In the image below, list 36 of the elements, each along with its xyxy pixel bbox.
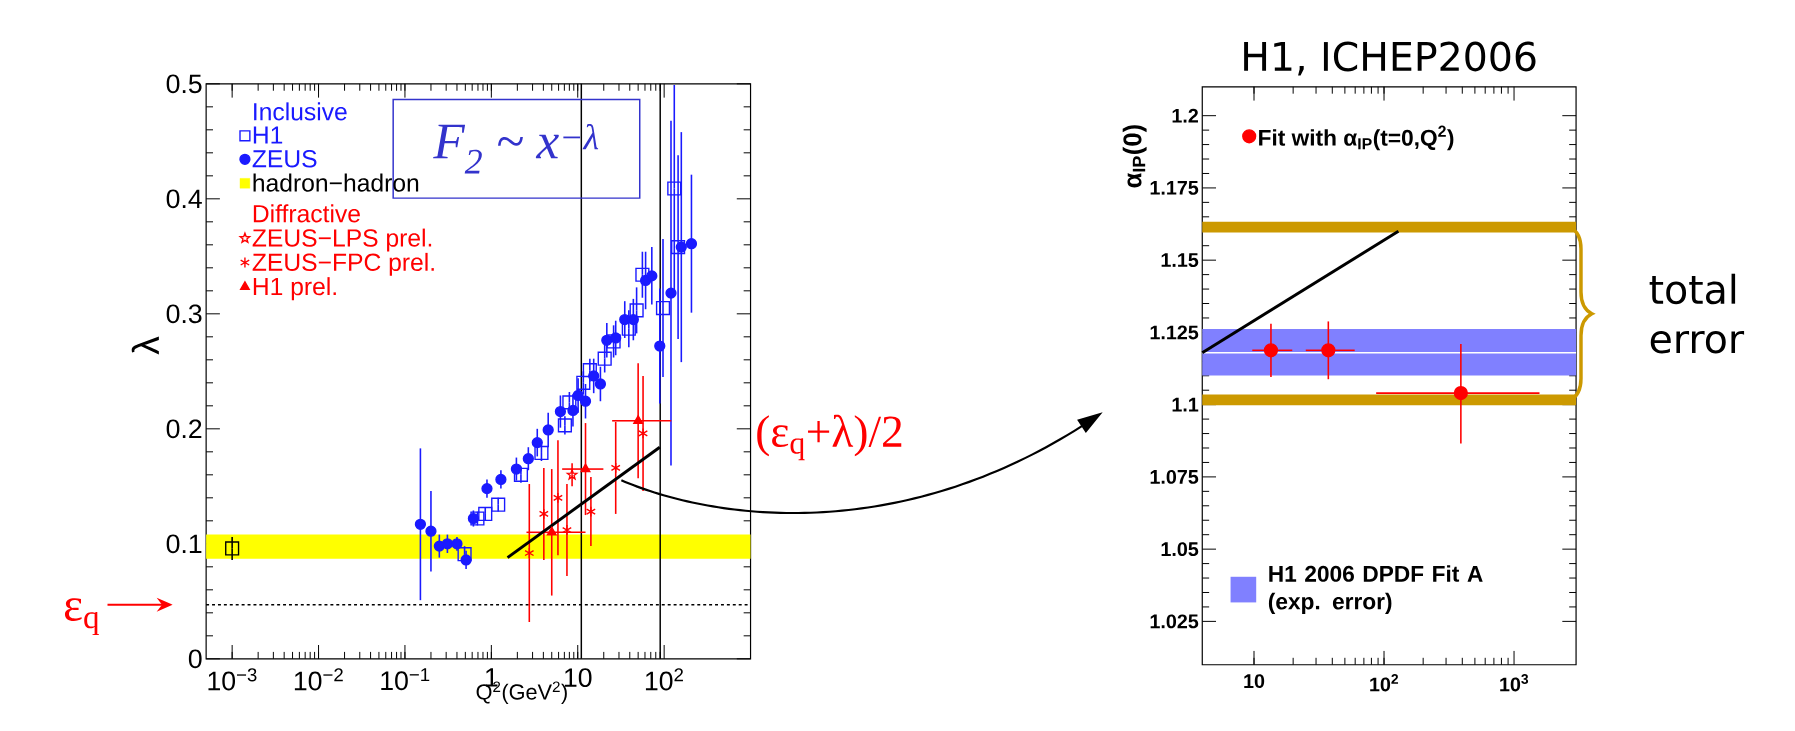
- x-tick-label: 10$^{−2}$: [294, 668, 343, 691]
- text: (ε$_{q}$+λ)/2: [757, 414, 902, 461]
- x-tick-label: 10$^{−3}$: [208, 668, 257, 691]
- y-tick-label: 1.05: [1161, 542, 1199, 557]
- y-axis-title: λ: [131, 336, 159, 355]
- chart-title: H1, ICHEP2006: [1244, 41, 1536, 76]
- text: total error: [1649, 273, 1745, 354]
- x-tick-label: 10$^{−1}$: [381, 668, 430, 691]
- legend-label: ZEUS−FPC prel.: [252, 252, 434, 276]
- legend-label: H1 prel.: [253, 277, 336, 301]
- y-tick-label: 1.075: [1150, 470, 1199, 484]
- x-tick-label: 10$^{3}$: [1500, 674, 1529, 692]
- y-tick-label: 1.2: [1172, 108, 1198, 123]
- y-axis-title: α$_{IP}$(0): [1122, 125, 1147, 188]
- y-tick-label: 0.4: [166, 189, 202, 209]
- y-tick-label: 0.3: [166, 304, 202, 324]
- y-tick-label: 1.025: [1150, 614, 1199, 629]
- y-tick-label: 0.5: [166, 74, 202, 94]
- y-tick-label: 0.2: [166, 419, 202, 439]
- legend-label: ZEUS: [252, 150, 317, 168]
- y-tick-label: 0.1: [166, 534, 202, 554]
- annotation: Diffractive: [253, 204, 360, 223]
- annotation: Inclusive: [254, 102, 347, 121]
- legend-label: H1: [253, 126, 283, 144]
- y-tick-label: 1.15: [1161, 253, 1199, 268]
- x-tick-label: 10$^{2}$: [645, 668, 683, 691]
- x-tick-label: 10: [1244, 674, 1265, 689]
- y-tick-label: 1.175: [1150, 181, 1199, 195]
- ref-line-label: ε$_{q}$: [64, 598, 99, 636]
- x-tick-label: 10$^{2}$: [1370, 674, 1399, 692]
- legend-label: ZEUS−LPS prel.: [252, 228, 432, 252]
- legend-label: H1 2006 DPDF Fit A (exp. error): [1268, 565, 1483, 615]
- legend-label: Fit with α$_{IP}$(t=0,Q$^{2}$): [1259, 125, 1454, 151]
- y-tick-label: 1.125: [1150, 325, 1199, 340]
- y-tick-label: 1.1: [1172, 397, 1199, 412]
- y-tick-label: 0: [188, 649, 202, 669]
